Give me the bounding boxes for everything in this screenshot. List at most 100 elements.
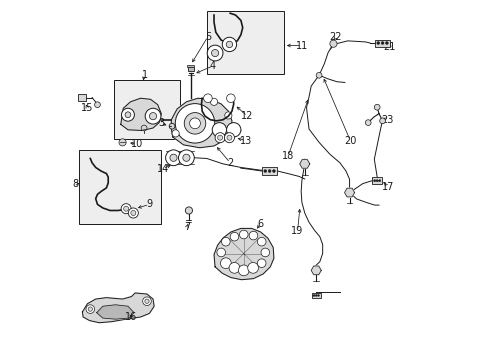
Polygon shape: [171, 98, 231, 148]
Text: 21: 21: [383, 42, 395, 51]
Circle shape: [141, 125, 147, 131]
Bar: [371, 177, 382, 184]
Circle shape: [217, 135, 222, 140]
Circle shape: [375, 180, 378, 182]
Circle shape: [144, 299, 149, 303]
Polygon shape: [97, 305, 134, 319]
Polygon shape: [299, 159, 309, 168]
Bar: [374, 40, 389, 46]
Circle shape: [215, 133, 224, 143]
Text: 10: 10: [130, 139, 143, 149]
Bar: [311, 293, 320, 298]
Text: 11: 11: [295, 41, 307, 50]
Circle shape: [220, 258, 231, 269]
Circle shape: [189, 118, 200, 129]
Text: 19: 19: [291, 226, 303, 236]
Circle shape: [373, 180, 375, 182]
Text: 12: 12: [241, 111, 253, 121]
Text: 2: 2: [226, 158, 233, 168]
Circle shape: [239, 230, 247, 239]
Circle shape: [128, 208, 138, 218]
Circle shape: [376, 41, 379, 44]
Circle shape: [215, 132, 223, 139]
Circle shape: [222, 37, 236, 51]
Polygon shape: [310, 266, 321, 275]
Polygon shape: [82, 293, 154, 323]
Bar: [206, 12, 284, 74]
Text: 4: 4: [209, 61, 216, 71]
Text: 16: 16: [125, 312, 138, 322]
Text: 6: 6: [257, 219, 263, 229]
Circle shape: [378, 180, 380, 182]
Text: 20: 20: [344, 136, 356, 145]
Text: 17: 17: [381, 182, 393, 192]
Circle shape: [185, 207, 192, 214]
Circle shape: [226, 123, 241, 137]
Polygon shape: [344, 188, 354, 197]
Circle shape: [210, 98, 217, 105]
Circle shape: [123, 206, 128, 211]
Text: 8: 8: [72, 179, 78, 189]
Circle shape: [249, 231, 257, 240]
Bar: [79, 150, 161, 224]
Bar: [187, 67, 193, 71]
Text: 22: 22: [329, 32, 342, 42]
Circle shape: [312, 294, 314, 296]
Circle shape: [217, 248, 225, 257]
Circle shape: [149, 113, 156, 120]
Circle shape: [94, 102, 100, 108]
Circle shape: [169, 154, 177, 161]
Text: 7: 7: [183, 222, 190, 231]
Circle shape: [261, 248, 269, 257]
Circle shape: [221, 237, 230, 246]
Circle shape: [226, 94, 235, 103]
Bar: [78, 94, 85, 101]
Circle shape: [175, 104, 214, 143]
Bar: [187, 65, 194, 67]
Circle shape: [224, 133, 234, 143]
Circle shape: [224, 112, 231, 119]
Circle shape: [88, 307, 92, 311]
Circle shape: [211, 49, 218, 57]
Circle shape: [238, 265, 249, 276]
Circle shape: [212, 123, 226, 137]
Circle shape: [272, 170, 275, 172]
Text: 1: 1: [142, 69, 147, 80]
Bar: [261, 167, 277, 175]
Circle shape: [119, 139, 126, 146]
Circle shape: [121, 108, 134, 121]
Circle shape: [257, 237, 265, 246]
Circle shape: [365, 120, 370, 126]
Text: 15: 15: [81, 103, 93, 113]
Circle shape: [315, 294, 317, 296]
Polygon shape: [214, 228, 273, 280]
Text: 9: 9: [146, 199, 152, 210]
Circle shape: [131, 211, 136, 216]
Circle shape: [230, 232, 238, 241]
Circle shape: [317, 294, 319, 296]
Circle shape: [379, 118, 385, 124]
Circle shape: [257, 259, 265, 267]
Circle shape: [207, 45, 223, 61]
Circle shape: [385, 41, 387, 44]
Circle shape: [178, 150, 194, 166]
Circle shape: [142, 297, 151, 306]
Circle shape: [121, 204, 131, 214]
Text: 18: 18: [282, 150, 294, 161]
Text: 23: 23: [380, 115, 393, 125]
Text: 14: 14: [156, 163, 168, 174]
Circle shape: [226, 41, 232, 48]
Circle shape: [267, 170, 270, 172]
Circle shape: [316, 72, 321, 78]
Circle shape: [228, 262, 239, 273]
Polygon shape: [121, 98, 161, 131]
Text: 13: 13: [240, 136, 252, 145]
Circle shape: [184, 113, 205, 134]
Circle shape: [373, 104, 379, 110]
Circle shape: [264, 170, 266, 172]
Circle shape: [380, 41, 383, 44]
Circle shape: [169, 123, 175, 129]
Circle shape: [86, 305, 94, 314]
Circle shape: [183, 154, 190, 161]
Circle shape: [165, 150, 181, 166]
